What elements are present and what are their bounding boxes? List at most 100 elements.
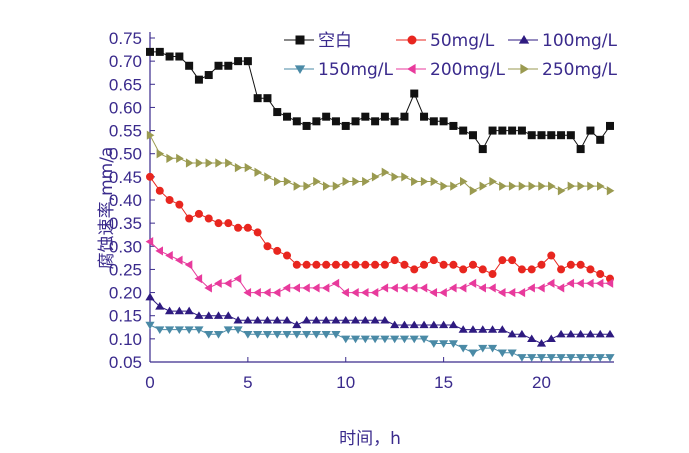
data-point bbox=[429, 340, 439, 348]
data-point bbox=[321, 315, 331, 324]
legend-item: 250mg/L bbox=[508, 60, 618, 80]
data-point bbox=[253, 331, 263, 339]
data-point bbox=[537, 131, 546, 140]
data-point bbox=[185, 61, 194, 70]
legend-marker bbox=[295, 35, 305, 45]
legend-label: 50mg/L bbox=[430, 31, 495, 51]
data-point bbox=[478, 265, 487, 274]
legend-marker bbox=[520, 63, 529, 75]
data-point bbox=[429, 287, 438, 298]
data-point bbox=[234, 57, 243, 66]
data-point bbox=[459, 126, 468, 135]
data-point bbox=[390, 335, 400, 344]
data-point bbox=[488, 283, 496, 293]
data-point bbox=[585, 354, 596, 362]
data-point bbox=[577, 181, 586, 191]
data-point bbox=[292, 283, 301, 293]
data-point bbox=[576, 278, 584, 288]
data-point bbox=[341, 260, 350, 269]
data-point bbox=[576, 354, 586, 362]
data-point bbox=[566, 131, 575, 140]
data-point bbox=[205, 158, 214, 168]
data-point bbox=[272, 315, 282, 324]
data-point bbox=[409, 335, 419, 344]
data-point bbox=[273, 246, 282, 255]
data-point bbox=[596, 135, 605, 144]
data-point bbox=[302, 121, 311, 130]
data-point bbox=[164, 326, 175, 334]
data-point bbox=[400, 112, 409, 121]
data-point bbox=[528, 181, 537, 191]
data-point bbox=[273, 108, 282, 117]
data-point bbox=[155, 246, 163, 256]
data-point bbox=[449, 121, 458, 130]
data-point bbox=[302, 260, 311, 269]
data-point bbox=[518, 181, 527, 191]
legend: 空白 50mg/L 100mg/L 150mg/L 200mg/L 250mg/L bbox=[284, 31, 618, 80]
data-point bbox=[332, 181, 341, 191]
data-point bbox=[213, 311, 224, 319]
data-point bbox=[488, 270, 497, 279]
data-point bbox=[283, 176, 292, 187]
data-point bbox=[282, 315, 292, 324]
data-point bbox=[214, 61, 223, 70]
data-point bbox=[351, 287, 359, 298]
data-point bbox=[419, 335, 429, 344]
data-point bbox=[576, 329, 586, 338]
data-point bbox=[311, 331, 321, 339]
y-tick-label: 0.45 bbox=[109, 168, 142, 187]
data-point bbox=[400, 283, 408, 293]
data-point bbox=[605, 329, 615, 338]
data-point bbox=[185, 158, 194, 168]
data-point bbox=[253, 94, 262, 103]
data-point bbox=[468, 325, 478, 333]
series-150mg/L bbox=[145, 321, 615, 362]
data-point bbox=[313, 176, 321, 187]
data-point bbox=[213, 331, 224, 339]
data-point bbox=[399, 320, 410, 329]
data-point bbox=[487, 344, 498, 353]
data-point bbox=[312, 117, 321, 126]
x-tick-label: 20 bbox=[532, 373, 551, 392]
series-200mg/L bbox=[145, 237, 614, 298]
data-point bbox=[204, 331, 214, 339]
data-point bbox=[556, 283, 565, 293]
data-point bbox=[547, 131, 556, 140]
data-point bbox=[282, 331, 292, 339]
data-point bbox=[351, 117, 360, 126]
data-point bbox=[184, 326, 194, 334]
data-point bbox=[331, 260, 340, 269]
data-point bbox=[272, 331, 282, 339]
data-point bbox=[145, 237, 154, 247]
data-point bbox=[272, 287, 281, 298]
data-point bbox=[204, 311, 214, 319]
data-point bbox=[468, 278, 477, 288]
legend-marker bbox=[518, 35, 530, 44]
data-point bbox=[253, 287, 261, 298]
data-point bbox=[204, 214, 213, 223]
data-point bbox=[497, 349, 507, 358]
data-point bbox=[390, 320, 400, 329]
data-point bbox=[224, 219, 233, 228]
data-point bbox=[537, 283, 545, 293]
data-point bbox=[223, 311, 233, 319]
data-point bbox=[223, 326, 233, 334]
data-point bbox=[497, 287, 506, 298]
data-point bbox=[409, 320, 419, 329]
data-point bbox=[478, 344, 488, 353]
data-point bbox=[223, 278, 232, 288]
data-point bbox=[195, 158, 204, 168]
data-point bbox=[244, 163, 253, 173]
data-point bbox=[322, 260, 331, 269]
data-point bbox=[499, 181, 507, 191]
data-point bbox=[184, 260, 193, 270]
legend-label: 250mg/L bbox=[542, 60, 618, 80]
data-point bbox=[225, 158, 233, 168]
data-point bbox=[341, 121, 350, 130]
data-point bbox=[449, 283, 457, 293]
data-point bbox=[429, 117, 438, 126]
chart-axes: 0.05 0.10 0.15 0.20 0.25 0.30 0.35 0.40 0.45 0.50… bbox=[109, 29, 614, 392]
data-point bbox=[468, 260, 477, 269]
data-point bbox=[370, 287, 379, 298]
